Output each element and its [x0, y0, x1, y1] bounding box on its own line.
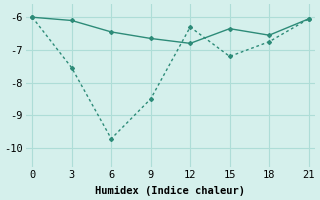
- X-axis label: Humidex (Indice chaleur): Humidex (Indice chaleur): [95, 186, 245, 196]
